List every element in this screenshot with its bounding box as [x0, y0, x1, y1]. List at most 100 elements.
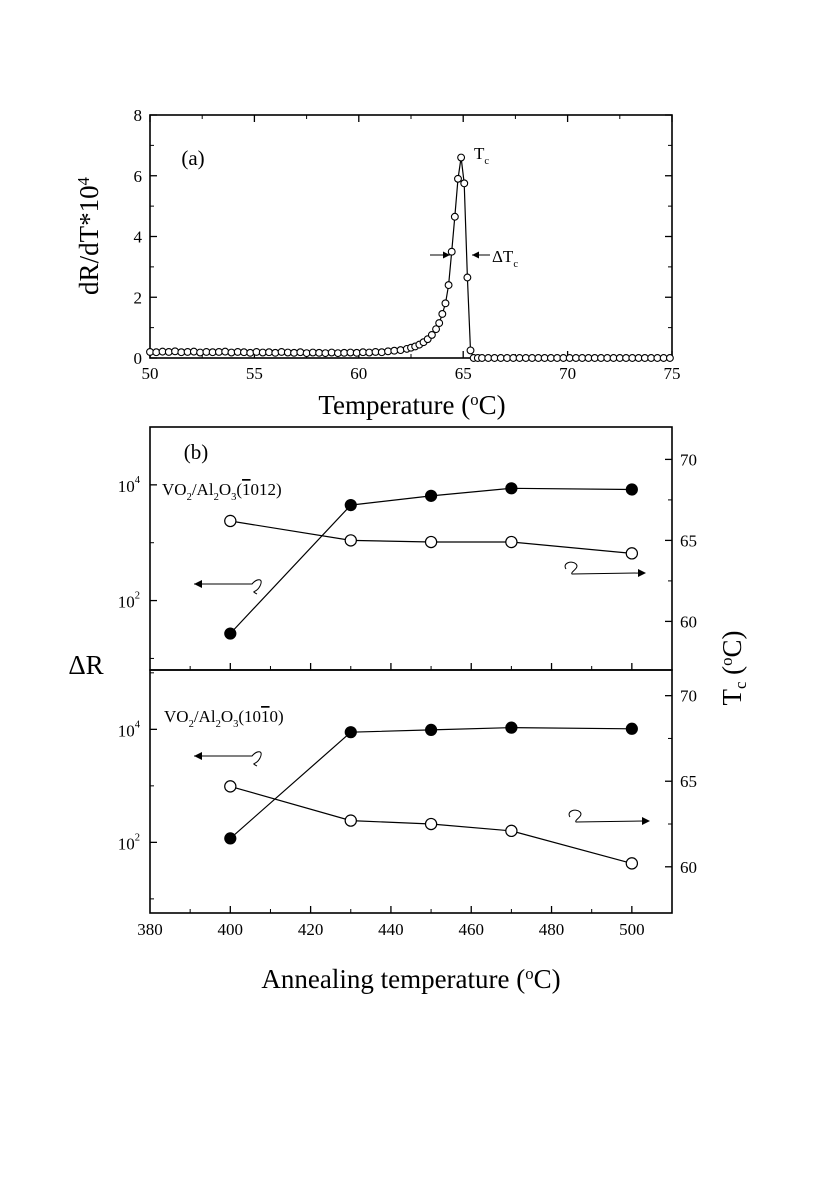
x-tick-label: 460 — [458, 920, 484, 939]
y-log-tick-label: 104 — [118, 719, 141, 740]
y-log-tick-label-part: 10 — [118, 834, 135, 853]
data-point-tc — [344, 534, 357, 547]
sample-label-part: ( — [236, 480, 242, 499]
data-point — [454, 174, 462, 183]
sample-label: VO2/Al2O3(1010) — [164, 707, 284, 730]
data-point-tc — [224, 780, 237, 793]
data-point-deltaR — [344, 726, 357, 739]
right-y-axis-title-part: ( — [717, 666, 747, 682]
data-point — [221, 347, 230, 356]
data-point-tc — [505, 824, 518, 838]
data-point-deltaR — [424, 489, 438, 502]
y-right-tick-label: 70 — [680, 687, 697, 706]
data-point-deltaR — [424, 723, 438, 737]
x-axis-title-b-part: o — [525, 964, 533, 983]
right-axis-indicator — [564, 561, 641, 575]
data-point — [441, 299, 450, 308]
data-point — [171, 347, 180, 356]
y-log-tick-label: 102 — [118, 591, 140, 612]
y-right-tick-label: 60 — [680, 612, 697, 631]
data-point-deltaR — [625, 483, 638, 496]
y-tick-label: 0 — [134, 349, 143, 368]
right-axis-arrowhead — [638, 569, 646, 577]
y-right-tick-label: 60 — [680, 858, 697, 877]
data-point — [246, 348, 255, 357]
data-point-tc — [625, 857, 639, 870]
data-point — [466, 346, 475, 355]
panel-label-a: (a) — [181, 146, 204, 170]
x-tick-label: 60 — [350, 364, 367, 383]
data-point-tc — [424, 535, 438, 549]
y-log-tick-label-part: 4 — [135, 719, 141, 730]
data-point — [447, 247, 456, 256]
data-point-tc — [344, 814, 357, 827]
data-point — [296, 348, 305, 357]
annotation-delta-tc: ΔTc — [492, 247, 518, 270]
data-point-deltaR — [344, 499, 357, 512]
x-axis-title-a: Temperature (oC) — [318, 390, 505, 420]
right-y-axis-title-part: o — [717, 657, 736, 665]
x-axis-title-a-part: Temperature ( — [318, 390, 470, 420]
data-point-tc — [505, 535, 518, 549]
sample-label: VO2/Al2O3(1012) — [162, 480, 282, 503]
sample-label-part: VO — [164, 707, 189, 726]
y-axis-title-a-part: 4 — [74, 176, 93, 185]
data-point — [435, 319, 444, 328]
y-log-tick-label-part: 10 — [118, 721, 135, 740]
arrow-right-head — [472, 251, 479, 259]
sample-label-part: O — [219, 480, 231, 499]
right-y-axis-title-part: T — [717, 689, 747, 706]
x-axis-title-a-part: C) — [479, 390, 506, 420]
sample-label-part: (10 — [238, 707, 261, 726]
y-log-tick-label-part: 2 — [135, 591, 140, 602]
x-axis-title-b-part: C) — [534, 964, 561, 994]
sample-label-part: 1 — [242, 480, 251, 499]
sample-label-part: 2 — [216, 719, 221, 730]
sample-label-part: 2 — [189, 719, 194, 730]
right-y-axis-title-part: C) — [717, 630, 747, 657]
data-point — [457, 153, 466, 162]
left-axis-indicator — [194, 579, 262, 595]
sample-label-part: /Al — [194, 707, 216, 726]
sample-label-part: 012) — [251, 480, 282, 499]
sample-label-part: 2 — [214, 492, 219, 503]
x-tick-label: 440 — [378, 920, 404, 939]
right-y-axis-title: Tc (oC) — [717, 630, 750, 705]
y-log-tick-label-part: 4 — [135, 475, 141, 486]
x-tick-label: 480 — [539, 920, 565, 939]
data-point — [665, 354, 674, 362]
left-axis-arrowhead — [194, 752, 202, 760]
panel-b-lower-frame — [149, 669, 673, 914]
data-point — [432, 325, 441, 334]
data-point — [438, 310, 447, 318]
x-axis-title-a-part: o — [470, 390, 478, 409]
y-right-tick-label: 70 — [680, 450, 697, 469]
data-point-deltaR — [505, 482, 518, 495]
right-axis-indicator — [568, 809, 645, 823]
annotation-tc-part: c — [484, 156, 489, 167]
series-line-dRdT — [149, 157, 670, 359]
sample-label-part: O — [221, 707, 233, 726]
x-tick-label: 380 — [137, 920, 163, 939]
y-right-tick-label: 65 — [680, 531, 697, 550]
annotation-tc-part: T — [474, 144, 485, 163]
left-axis-arrowhead — [194, 580, 202, 588]
panel-a-frame — [149, 114, 673, 359]
x-tick-label: 75 — [664, 364, 681, 383]
data-point — [450, 212, 459, 221]
x-tick-label: 70 — [559, 364, 576, 383]
data-point — [189, 347, 198, 356]
data-point-deltaR — [505, 721, 518, 734]
data-point — [396, 346, 405, 355]
data-point-tc — [424, 817, 438, 831]
sample-label-part: 1 — [261, 707, 270, 726]
right-y-axis-title-part: c — [731, 682, 750, 689]
data-point — [377, 348, 386, 357]
y-tick-label: 6 — [134, 167, 143, 186]
sample-label-part: VO — [162, 480, 187, 499]
data-point — [463, 273, 472, 282]
data-point-deltaR — [224, 832, 237, 845]
